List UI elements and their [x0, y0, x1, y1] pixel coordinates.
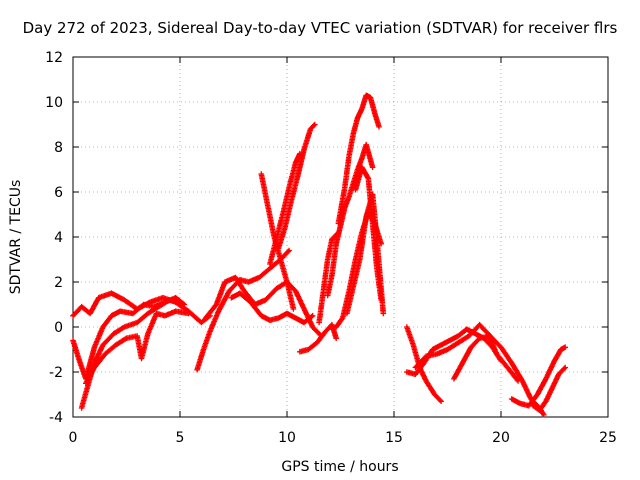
x-axis-label: GPS time / hours: [281, 459, 398, 475]
series-track-20: [412, 321, 521, 384]
data-point-markers: [275, 121, 318, 251]
series-track-13: [324, 141, 376, 299]
data-point-markers: [267, 150, 303, 267]
y-axis-label: SDTVAR / TECUs: [8, 180, 24, 295]
y-tick-label: 4: [54, 230, 63, 246]
series-track-15: [335, 92, 382, 227]
data-point-markers: [258, 171, 297, 312]
data-point-markers: [344, 191, 387, 317]
data-point-markers: [412, 321, 521, 384]
data-point-markers: [352, 164, 384, 303]
series-track-9: [267, 150, 303, 267]
y-tick-label: 10: [45, 95, 63, 111]
data-point-markers: [508, 344, 568, 409]
grid-layer: [73, 57, 608, 417]
data-point-markers: [316, 229, 342, 326]
series-track-11: [297, 321, 339, 355]
y-tick-label: -4: [49, 410, 63, 426]
series-track-10: [275, 121, 318, 251]
series-track-5: [194, 247, 292, 373]
data-point-markers: [83, 308, 192, 386]
y-tick-label: 8: [54, 140, 63, 156]
data-point-markers: [530, 364, 568, 413]
series-track-4: [83, 308, 192, 386]
series-track-12: [316, 229, 342, 326]
series-track-7: [228, 290, 316, 326]
series-track-22: [508, 344, 568, 409]
y-tick-label: 2: [54, 275, 63, 291]
chart-title: Day 272 of 2023, Sidereal Day-to-day VTE…: [23, 19, 618, 37]
data-point-markers: [228, 290, 316, 326]
series-track-17: [352, 164, 384, 303]
x-tick-label: 15: [385, 430, 403, 446]
series-track-23: [530, 364, 568, 413]
x-tick-label: 10: [278, 430, 296, 446]
y-tick-label: 0: [54, 320, 63, 336]
data-point-markers: [324, 141, 376, 299]
data-point-markers: [194, 247, 292, 373]
series-layer: [70, 92, 568, 418]
axis-layer: 0 5 10 15 20 25 -4 -2 0 2 4 6 8 10 12: [45, 50, 617, 446]
y-tick-label: -2: [49, 365, 63, 381]
x-tick-label: 0: [69, 430, 78, 446]
x-tick-label: 20: [492, 430, 510, 446]
x-tick-label: 25: [599, 430, 617, 446]
y-tick-label: 12: [45, 50, 63, 66]
x-tick-label: 5: [176, 430, 185, 446]
y-tick-label: 6: [54, 185, 63, 201]
series-track-8: [258, 171, 297, 312]
data-point-markers: [297, 321, 339, 355]
series-track-16: [344, 191, 387, 317]
data-point-markers: [335, 92, 382, 227]
